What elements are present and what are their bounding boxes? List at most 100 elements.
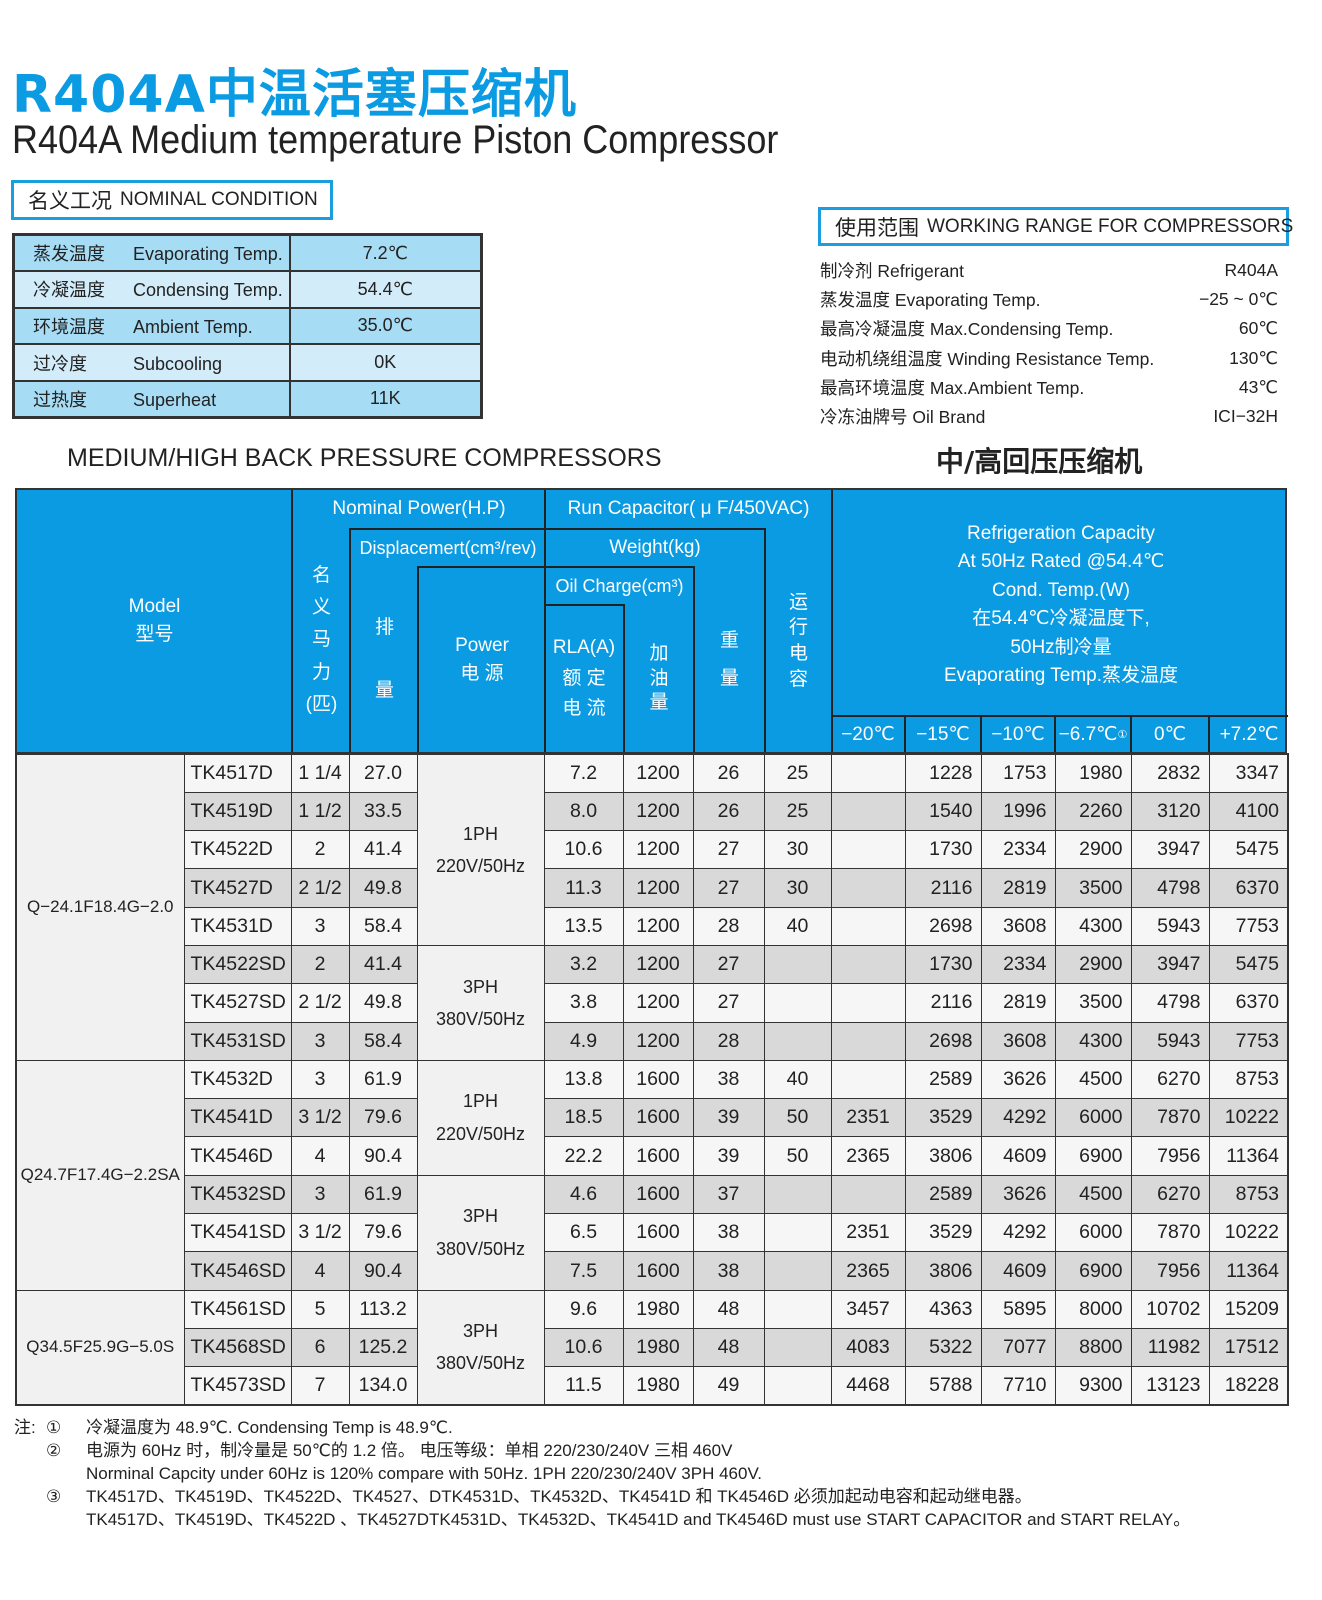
- capacity-cell: 6000: [1054, 1213, 1132, 1253]
- header-hp-char: 马: [311, 629, 331, 651]
- hp-cell: 1 1/4: [290, 753, 350, 793]
- capacity-cell: 2819: [980, 868, 1056, 908]
- working-range-row: 蒸发温度 Evaporating Temp. −25 ~ 0℃: [820, 285, 1278, 314]
- rla-cell: 10.6: [543, 830, 624, 870]
- capacity-cell: 3608: [980, 906, 1056, 946]
- weight-cell: 27: [692, 944, 765, 985]
- header-model-en: Model: [128, 595, 181, 617]
- nominal-value: 7.2℃: [288, 233, 483, 273]
- header-temp: 0℃: [1132, 716, 1210, 752]
- hp-cell: 7: [290, 1366, 350, 1406]
- table-row: TK4527SD 2 1/2 49.8 3.8 1200 27 2116 2819 3500 47…: [16, 983, 1289, 1023]
- rla-cell: 7.2: [543, 753, 624, 793]
- capacity-cell: 11364: [1208, 1136, 1289, 1176]
- displacement-cell: 61.9: [348, 1174, 418, 1215]
- capacity-cell: 4292: [980, 1213, 1056, 1253]
- run-capacitor-cell: [763, 1021, 832, 1061]
- rla-cell: 10.6: [543, 1327, 624, 1368]
- capacity-cell: 11364: [1208, 1251, 1289, 1291]
- capacity-cell: 6900: [1054, 1136, 1132, 1176]
- model-cell: TK4532D: [183, 1059, 292, 1100]
- nominal-label-cn: 名义工况: [28, 190, 112, 213]
- model-cell: TK4522D: [183, 830, 292, 870]
- header-oil-char: 油: [649, 667, 669, 689]
- header-temp-label: +7.2℃: [1219, 723, 1279, 745]
- weight-cell: 39: [692, 1098, 765, 1138]
- rla-cell: 8.0: [543, 791, 624, 832]
- rla-cell: 9.6: [543, 1289, 624, 1329]
- capacity-cell: 3500: [1054, 868, 1132, 908]
- header-temp-label: 0℃: [1154, 723, 1186, 745]
- section-title-cn: 中/高回压压缩机: [936, 445, 1143, 478]
- header-cap-cn: 运行电容: [766, 530, 831, 752]
- model-cell: TK4546D: [183, 1136, 292, 1176]
- header-weight-char: 量: [719, 668, 739, 689]
- hp-cell: 3: [290, 1059, 350, 1100]
- capacity-cell: [830, 906, 906, 946]
- table-row: TK4522SD 2 41.4 3PH 380V/50Hz 3.2 1200 27 1730 23…: [16, 944, 1289, 1061]
- footnote-text: 冷凝温度为 48.9℃. Condensing Temp is 48.9℃.: [86, 1418, 453, 1437]
- capacity-cell: 7753: [1208, 906, 1289, 946]
- footnote-mark: [46, 1462, 86, 1485]
- working-range-label: 最高冷凝温度 Max.Condensing Temp.: [820, 319, 1114, 340]
- table-row: TK4532SD 3 61.9 3PH 380V/50Hz 4.6 1600 37 2589 36…: [16, 1174, 1289, 1291]
- capacity-cell: 4798: [1130, 983, 1210, 1023]
- header-cap-char: 运: [788, 591, 808, 613]
- nominal-row: 冷凝温度 Condensing Temp. 54.4℃: [12, 270, 483, 309]
- weight-cell: 48: [692, 1289, 765, 1329]
- header-oil-char: 量: [649, 692, 669, 714]
- capacity-cell: [830, 1021, 906, 1061]
- header-power-cn: 电 源: [460, 663, 504, 684]
- capacity-cell: 4292: [980, 1098, 1056, 1138]
- footnote-text: 电源为 60Hz 时，制冷量是 50℃的 1.2 倍。 电压等级：单相 220/…: [86, 1441, 733, 1460]
- capacity-cell: [830, 868, 906, 908]
- footnote-text: TK4517D、TK4519D、TK4522D、TK4527、DTK4531D、…: [86, 1487, 1032, 1506]
- displacement-cell: 79.6: [348, 1098, 418, 1138]
- capacity-cell: 1753: [980, 753, 1056, 793]
- header-capacity-line: At 50Hz Rated @54.4℃: [957, 551, 1165, 572]
- footnote-line: 注: ① 冷凝温度为 48.9℃. Condensing Temp is 48.9℃…: [14, 1416, 1190, 1439]
- displacement-cell: 58.4: [348, 906, 418, 946]
- table-row: TK4531D 3 58.4 13.5 1200 28 40 2698 3608 4300 5943…: [16, 906, 1289, 946]
- oil-charge-cell: 1600: [622, 1174, 694, 1215]
- capacity-cell: 2832: [1130, 753, 1210, 793]
- oil-charge-cell: 1980: [622, 1289, 694, 1329]
- header-capacity-line: Cond. Temp.(W): [992, 579, 1130, 601]
- capacity-cell: 3529: [904, 1098, 982, 1138]
- model-cell: TK4531D: [183, 906, 292, 946]
- oil-charge-cell: 1980: [622, 1366, 694, 1406]
- header-oil-cn: 加油量: [625, 606, 693, 752]
- power-cell: 3PH 380V/50Hz: [416, 944, 545, 1061]
- nominal-row: 过冷度 Subcooling 0K: [12, 343, 483, 382]
- nominal-label-en: Evaporating Temp.: [133, 244, 283, 265]
- hp-cell: 3: [290, 906, 350, 946]
- header-temp: +7.2℃: [1210, 716, 1288, 752]
- power-supply: 220V/50Hz: [435, 855, 526, 876]
- oil-charge-cell: 1200: [622, 906, 694, 946]
- power-cell: 1PH 220V/50Hz: [416, 1059, 545, 1176]
- rla-cell: 22.2: [543, 1136, 624, 1176]
- capacity-cell: 4500: [1054, 1059, 1132, 1100]
- displacement-cell: 90.4: [348, 1136, 418, 1176]
- working-range-value: −25 ~ 0℃: [1198, 289, 1278, 310]
- capacity-cell: 5788: [904, 1366, 982, 1406]
- capacity-cell: 4609: [980, 1136, 1056, 1176]
- header-hp-char: 力: [311, 661, 331, 683]
- header-temp: −6.7℃ ①: [1056, 716, 1132, 752]
- footnote-mark: ①: [1117, 728, 1128, 741]
- capacity-cell: 1730: [904, 830, 982, 870]
- capacity-cell: 3120: [1130, 791, 1210, 832]
- working-range-label-cn: 使用范围: [835, 216, 919, 240]
- rla-cell: 3.2: [543, 944, 624, 985]
- working-range-value: 130℃: [1229, 347, 1278, 368]
- capacity-cell: 4500: [1054, 1174, 1132, 1215]
- capacity-cell: 3626: [980, 1174, 1056, 1215]
- working-range-value: ICI−32H: [1213, 406, 1278, 427]
- page-title-en: R404A Medium temperature Piston Compress…: [12, 118, 779, 162]
- header-run-capacitor: Run Capacitor( μ F/450VAC): [567, 498, 810, 520]
- capacity-cell: 6370: [1208, 868, 1289, 908]
- model-cell: TK4541SD: [183, 1213, 292, 1253]
- hp-cell: 3: [290, 1174, 350, 1215]
- capacity-cell: 2589: [904, 1059, 982, 1100]
- table-row: TK4541SD 3 1/2 79.6 6.5 1600 38 2351 3529 4292 60…: [16, 1213, 1289, 1253]
